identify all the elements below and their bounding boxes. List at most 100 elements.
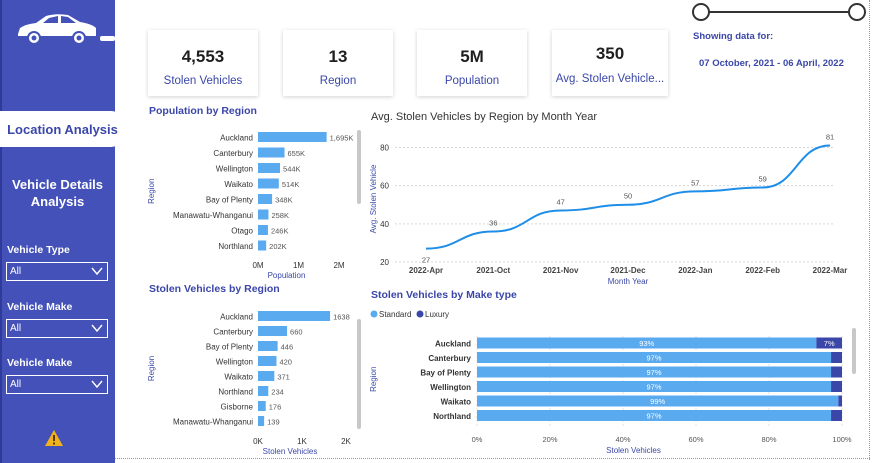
avg-stolen-line-chart: 20 40 60 80 27 36 47 50 57 59 81 2022-Apr 2021-Oct 20… [369,133,848,286]
category-label: Wellington [430,383,471,392]
date-slider-start-handle[interactable] [692,3,710,21]
x-tick-label: 2K [341,437,351,446]
category-label: Bay of Plenty [206,343,253,352]
data-label: 97% [647,412,662,421]
x-tick-label: 2021-Oct [476,266,510,275]
bar-standard [477,337,817,349]
data-label: 544K [283,165,301,174]
nav-location-analysis[interactable]: Location Analysis [0,111,125,147]
date-slider-track[interactable] [701,11,856,13]
x-tick-label: 2021-Dec [610,266,646,275]
data-label: 57 [691,178,699,187]
x-axis-label: Population [268,271,306,280]
chevron-down-icon [91,324,103,333]
data-label: 176 [269,403,282,412]
x-tick-label: 20% [542,435,557,444]
date-filter-range: 07 October, 2021 - 06 April, 2022 [699,58,844,69]
kpi-label: Population [444,75,500,87]
stolen-by-region-chart: Auckland 1638 Canterbury 660 Bay of Plenty 44… [147,311,352,456]
category-label: Canterbury [213,149,253,158]
nav-vehicle-details-analysis[interactable]: Vehicle Details Analysis [11,177,104,209]
kpi-card-stolen-vehicles: 4,553 Stolen Vehicles [148,30,258,96]
legend-swatch-standard [370,310,378,318]
x-tick-label: 0K [253,437,263,446]
sidebar: Location Analysis Vehicle Details Analys… [0,0,125,463]
category-label: Manawatu-Whanganui [173,211,253,220]
bar [258,194,273,204]
bar-luxury [831,410,842,421]
avg-stolen-chart-title: Avg. Stolen Vehicles by Region by Month … [371,111,598,123]
bar [258,326,288,336]
make-chart-scrollbar[interactable] [852,328,856,374]
filter-vehicle-make-select[interactable]: All [6,319,108,338]
date-slider-end-handle[interactable] [848,3,866,21]
x-tick-label: 60% [688,435,703,444]
x-tick-label: 1M [293,261,304,270]
sidebar-stripe [0,0,2,463]
bar [258,356,277,366]
category-label: Bay of Plenty [420,369,471,378]
data-label: 97% [647,383,662,392]
bar [258,163,281,173]
x-tick-label: 0M [252,261,263,270]
y-tick-label: 20 [380,258,389,267]
x-axis-label: Stolen Vehicles [606,446,661,455]
category-label: Auckland [435,340,471,349]
chevron-down-icon [91,380,103,389]
category-label: Northland [433,412,471,421]
bar [258,225,268,235]
y-axis-label: Region [147,179,156,204]
bar [258,416,265,426]
data-label: 371 [277,373,290,382]
bar-standard [477,395,839,407]
bar [258,147,285,158]
make-type-chart: Standard Luxury 0% 20% 40% 60% 80% 100% Auckland… [369,310,852,455]
x-tick-label: 40% [615,435,630,444]
legend-label: Standard [379,310,411,319]
data-label: 139 [267,418,280,427]
y-tick-label: 60 [380,182,389,191]
warning-icon[interactable] [44,429,64,447]
bar [258,401,266,411]
data-label: 660 [290,328,303,337]
data-label: 246K [271,227,289,236]
data-label: 446 [281,343,294,352]
category-label: Waikato [224,373,253,382]
x-tick-label: 2M [333,261,344,270]
data-label: 258K [271,211,289,220]
bar-standard [477,352,832,363]
population-chart-scrollbar[interactable] [357,130,361,204]
data-label: 97% [647,368,662,377]
category-label: Canterbury [213,328,253,337]
bar [258,240,267,251]
bar-luxury [831,352,842,363]
category-label: Canterbury [428,354,471,363]
filter-vehicle-make-2-select[interactable]: All [6,375,108,394]
kpi-value: 350 [595,44,625,63]
category-label: Wellington [216,165,253,174]
legend-swatch-luxury [416,310,424,318]
x-axis-label: Month Year [608,277,649,286]
filter-vehicle-type-select[interactable]: All [6,262,108,281]
filter-vehicle-make-2-value: All [10,379,22,390]
data-label: 99% [650,397,665,406]
bar-luxury [831,366,842,378]
x-tick-label: 2022-Apr [409,266,443,275]
series-line [425,144,831,250]
legend-label: Luxury [425,310,449,319]
x-tick-label: 2022-Mar [813,266,848,275]
stolen-chart-scrollbar[interactable] [357,319,361,429]
data-label: 27 [422,256,430,265]
bar-luxury [816,337,842,349]
data-label: 7% [824,339,835,348]
data-label: 348K [275,196,293,205]
category-label: Bay of Plenty [206,196,253,205]
filter-vehicle-make-value: All [10,323,22,334]
category-label: Otago [231,227,253,236]
bar-standard [477,410,832,421]
header-accent-line [100,36,115,41]
kpi-label: Stolen Vehicles [163,75,243,87]
x-tick-label: 100% [832,435,852,444]
kpi-card-region: 13 Region [283,30,393,96]
y-axis-label: Avg. Stolen Vehicle [369,164,378,233]
